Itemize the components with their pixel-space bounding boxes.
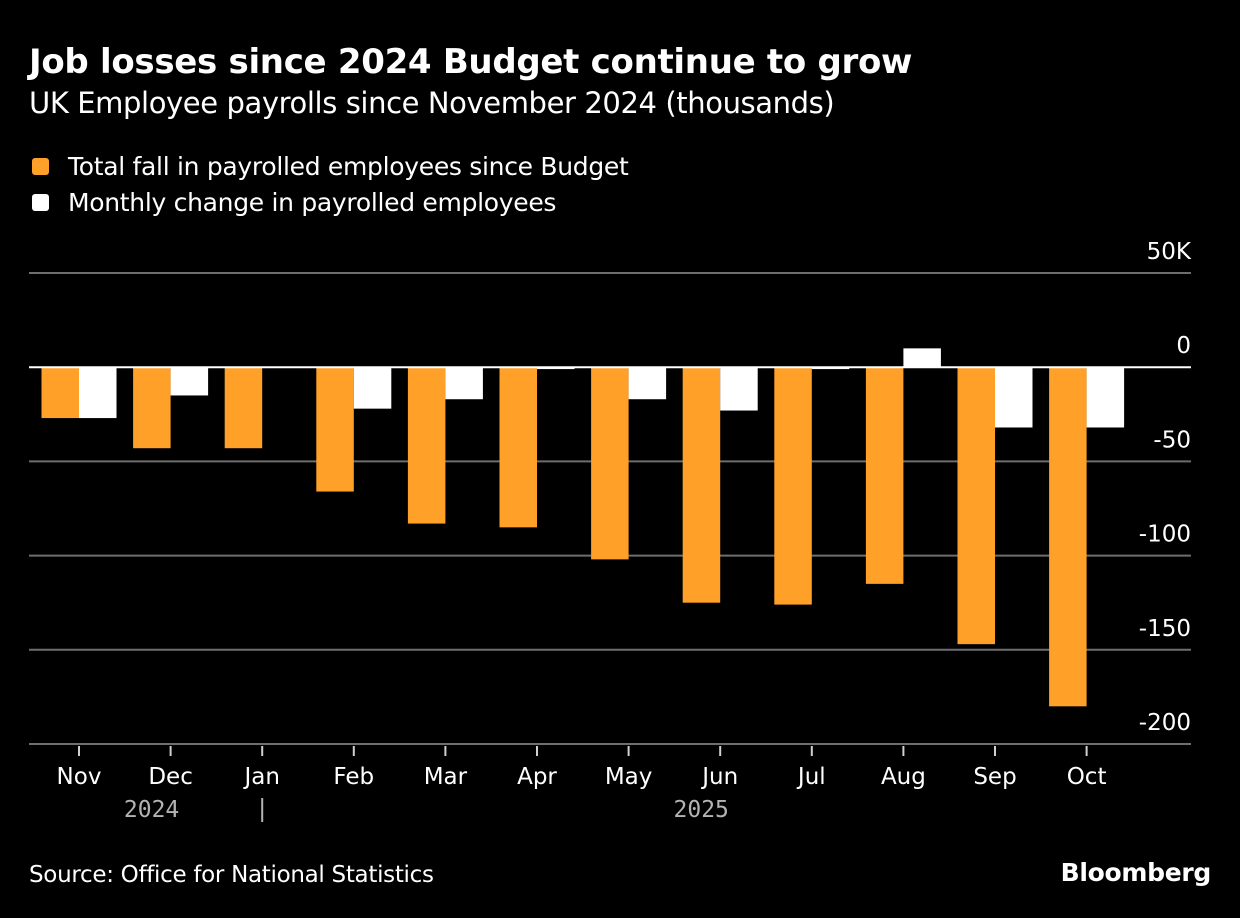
legend-label: Total fall in payrolled employees since … <box>68 151 629 181</box>
x-tick-label: Apr <box>517 764 557 790</box>
x-tick-label: Jan <box>242 764 279 790</box>
y-tick-label: -50 <box>1153 427 1191 453</box>
y-tick-label: 50K <box>1147 239 1192 265</box>
bar-monthly-change <box>720 367 758 411</box>
bloomberg-logo: Bloomberg <box>1060 858 1212 887</box>
x-tick-label: Oct <box>1067 764 1107 790</box>
bar-total-fall <box>499 367 537 528</box>
bar-total-fall <box>591 367 629 560</box>
bar-monthly-change <box>170 367 209 396</box>
x-tick-label: Dec <box>148 764 193 790</box>
chart-title: Job losses since 2024 Budget continue to… <box>29 42 913 82</box>
x-tick-label: May <box>605 764 653 790</box>
bar-total-fall <box>682 367 721 603</box>
bar-total-fall <box>865 367 904 584</box>
legend-label: Monthly change in payrolled employees <box>68 187 557 217</box>
x-tick-label: Aug <box>881 764 926 790</box>
bar-monthly-change <box>995 367 1033 428</box>
x-axis: Nov Dec Jan Feb Mar Apr May Jun Jul Aug Sep Oct 2024… <box>57 746 1107 823</box>
legend-swatch-white <box>32 193 49 211</box>
year-label: 2024 <box>124 797 179 823</box>
bar-monthly-change <box>903 348 941 368</box>
bar-total-fall <box>407 367 446 524</box>
bar-total-fall <box>133 367 171 449</box>
source-note: Source: Office for National Statistics <box>29 862 434 888</box>
chart-subtitle: UK Employee payrolls since November 2024… <box>29 86 835 120</box>
bar-total-fall <box>1049 367 1087 707</box>
bar-total-fall <box>224 367 263 449</box>
x-tick-label: Feb <box>333 764 374 790</box>
y-axis-labels: 50K 0 -50 -100 -150 -200 <box>1139 239 1192 736</box>
year-label: 2025 <box>674 797 729 823</box>
bar-monthly-change <box>1086 367 1125 428</box>
y-tick-label: -100 <box>1139 522 1191 548</box>
y-tick-label: 0 <box>1176 333 1191 359</box>
bar-total-fall <box>774 367 812 605</box>
legend: Total fall in payrolled employees since … <box>32 148 629 220</box>
bars <box>41 348 1125 707</box>
bar-total-fall <box>316 367 354 492</box>
bar-monthly-change <box>628 367 667 400</box>
y-tick-label: -200 <box>1139 710 1191 736</box>
x-tick-label: Mar <box>424 764 468 790</box>
legend-item-total-fall: Total fall in payrolled employees since … <box>32 148 629 184</box>
bar-monthly-change <box>353 367 392 409</box>
y-tick-label: -150 <box>1139 616 1191 642</box>
bar-total-fall <box>41 367 79 419</box>
bar-monthly-change <box>445 367 483 400</box>
legend-item-monthly-change: Monthly change in payrolled employees <box>32 184 629 220</box>
legend-swatch-orange <box>32 157 49 175</box>
bar-total-fall <box>957 367 995 645</box>
x-tick-label: Jun <box>700 764 738 790</box>
x-tick-label: Sep <box>973 764 1016 790</box>
x-tick-label: Jul <box>796 764 826 790</box>
bar-monthly-change <box>79 367 117 419</box>
x-tick-label: Nov <box>57 764 102 790</box>
